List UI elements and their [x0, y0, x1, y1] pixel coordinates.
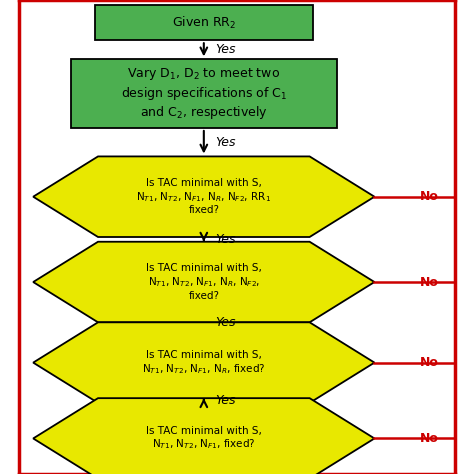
Text: Vary D$_1$, D$_2$ to meet two
design specifications of C$_1$
and C$_2$, respecti: Vary D$_1$, D$_2$ to meet two design spe…	[121, 66, 287, 121]
FancyBboxPatch shape	[95, 5, 313, 40]
Text: No: No	[419, 356, 438, 369]
Polygon shape	[33, 242, 374, 322]
Text: Yes: Yes	[216, 233, 236, 246]
Text: Yes: Yes	[216, 136, 236, 149]
Text: No: No	[419, 432, 438, 445]
Text: No: No	[419, 190, 438, 203]
Text: Is TAC minimal with S,
N$_{T1}$, N$_{T2}$, N$_{F1}$, N$_R$, fixed?: Is TAC minimal with S, N$_{T1}$, N$_{T2}…	[142, 350, 265, 375]
Polygon shape	[33, 398, 374, 474]
Text: Yes: Yes	[216, 394, 236, 407]
Text: Is TAC minimal with S,
N$_{T1}$, N$_{T2}$, N$_{F1}$, fixed?: Is TAC minimal with S, N$_{T1}$, N$_{T2}…	[146, 426, 262, 451]
Text: Yes: Yes	[216, 43, 236, 56]
Text: No: No	[419, 275, 438, 289]
Text: Given RR$_2$: Given RR$_2$	[172, 15, 236, 30]
Polygon shape	[33, 156, 374, 237]
Text: Is TAC minimal with S,
N$_{T1}$, N$_{T2}$, N$_{F1}$, N$_R$, N$_{F2}$,
fixed?: Is TAC minimal with S, N$_{T1}$, N$_{T2}…	[146, 264, 262, 301]
Text: Is TAC minimal with S,
N$_{T1}$, N$_{T2}$, N$_{F1}$, N$_R$, N$_{F2}$, RR$_1$
fix: Is TAC minimal with S, N$_{T1}$, N$_{T2}…	[137, 178, 271, 215]
Text: Yes: Yes	[216, 316, 236, 329]
Polygon shape	[33, 322, 374, 403]
FancyBboxPatch shape	[71, 59, 337, 128]
